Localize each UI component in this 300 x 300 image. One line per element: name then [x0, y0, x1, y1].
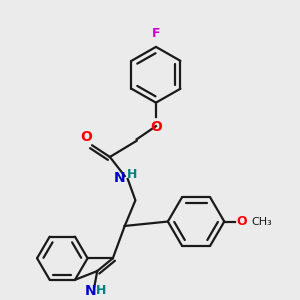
Text: F: F — [152, 27, 160, 40]
Text: O: O — [236, 215, 247, 228]
Text: O: O — [150, 120, 162, 134]
Text: H: H — [96, 284, 106, 297]
Text: N: N — [114, 170, 125, 184]
Text: O: O — [80, 130, 92, 144]
Text: N: N — [85, 284, 97, 298]
Text: CH₃: CH₃ — [251, 217, 272, 226]
Text: H: H — [127, 168, 137, 181]
